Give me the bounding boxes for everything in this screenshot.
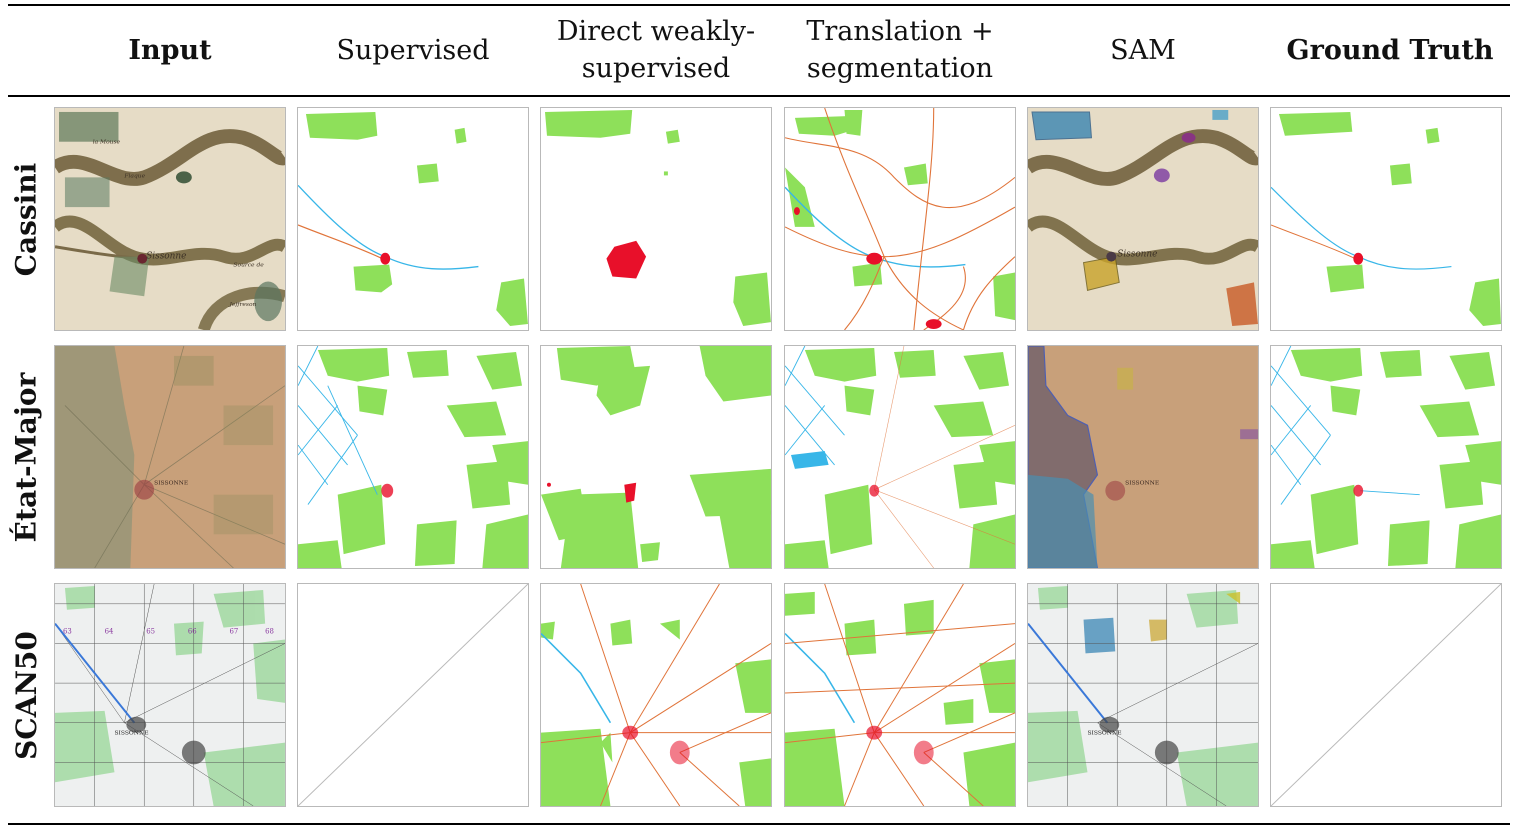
cassini-translation-segmentation-map: [784, 107, 1016, 331]
column-header-translation-segmentation: Translation + segmentation: [806, 16, 994, 84]
scan50-supervised-empty-cell: [297, 583, 529, 807]
scan50-ground-truth-empty-cell: [1270, 583, 1502, 807]
cassini-direct-weakly-supervised-map: [540, 107, 772, 331]
scan50-town-label: SISSONNE: [115, 730, 149, 737]
etat-major-supervised-map: [297, 345, 529, 569]
etat-major-town-label: SISSONNE: [154, 480, 188, 487]
cassini-sam-map: Sissonne: [1027, 107, 1259, 331]
top-rule: [8, 4, 1510, 6]
scan50-sam-map: SISSONNE: [1027, 583, 1259, 807]
cassini-place-label: Jeffreson: [228, 301, 256, 308]
etat-major-translation-segmentation-map: [784, 345, 1016, 569]
cassini-ground-truth-map: [1270, 107, 1502, 331]
scan50-input-map: 63 64 65 66 67 68 SISSONNE: [54, 583, 286, 807]
column-header-ground-truth: Ground Truth: [1286, 34, 1494, 66]
column-header-sam: SAM: [1110, 34, 1176, 66]
column-header-supervised: Supervised: [336, 34, 490, 66]
scan50-sam-town-label: SISSONNE: [1088, 730, 1122, 737]
row-header-cassini: Cassini: [9, 162, 43, 276]
scan50-grid-number: 63: [63, 628, 72, 636]
row-header-etat-major: État-Major: [9, 372, 43, 542]
column-header-direct-weakly-supervised: Direct weakly-supervised: [556, 16, 756, 84]
etat-major-sam-map: SISSONNE: [1027, 345, 1259, 569]
cassini-input-map: Sissonne la Mouse Flaque Jeffreson Sourc…: [54, 107, 286, 331]
cassini-place-label: la Mouse: [93, 139, 121, 146]
scan50-grid-number: 66: [188, 628, 197, 636]
etat-major-direct-weakly-supervised-map: [540, 345, 772, 569]
row-header-scan50: SCAN50: [9, 630, 43, 760]
scan50-grid-number: 64: [105, 628, 114, 636]
scan50-direct-weakly-supervised-map: [540, 583, 772, 807]
etat-major-ground-truth-map: [1270, 345, 1502, 569]
header-rule: [8, 95, 1510, 97]
column-header-input: Input: [128, 34, 212, 66]
scan50-grid-number: 67: [229, 628, 238, 636]
etat-major-input-map: SISSONNE: [54, 345, 286, 569]
scan50-translation-segmentation-map: [784, 583, 1016, 807]
cassini-sam-town-label: Sissonne: [1117, 250, 1157, 260]
cassini-supervised-map: [297, 107, 529, 331]
etat-major-sam-town-label: SISSONNE: [1125, 480, 1159, 487]
cassini-place-label: Source de: [233, 262, 264, 269]
cassini-town-label: Sissonne: [146, 252, 186, 262]
cassini-place-label: Flaque: [123, 172, 145, 179]
scan50-grid-number: 65: [146, 628, 155, 636]
bottom-rule: [8, 823, 1510, 825]
scan50-grid-number: 68: [265, 628, 274, 636]
